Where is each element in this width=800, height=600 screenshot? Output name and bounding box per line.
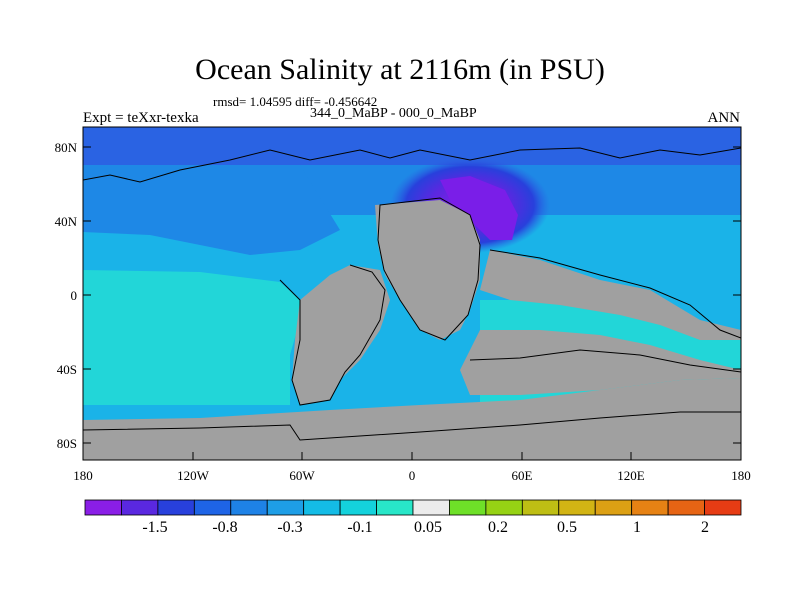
land-south-america [292, 265, 390, 405]
land-east [480, 250, 741, 340]
y-label-80s: 80S [57, 436, 77, 451]
x-axis-labels: 180 120W 60W 0 60E 120E 180 [73, 468, 751, 483]
colorbar-swatch [157, 499, 195, 516]
colorbar-label-2: -0.8 [212, 519, 237, 536]
colorbar-swatch [193, 499, 232, 516]
colorbar-swatch [485, 499, 523, 516]
colorbar-swatch [521, 499, 560, 516]
x-label-60e: 60E [512, 468, 533, 483]
y-label-80n: 80N [55, 140, 78, 155]
colorbar-label-4: -0.1 [347, 519, 372, 536]
colorbar-label-1: -1.5 [142, 519, 167, 536]
ocean-south-cyan [83, 270, 300, 405]
colorbar-label-8: 1 [633, 519, 641, 536]
experiment-label: Expt = teXxr-texka [83, 110, 199, 126]
colorbar-swatch [303, 499, 341, 516]
y-label-0: 0 [71, 288, 78, 303]
ocean-north-pacific-tongue [83, 165, 340, 255]
colorbar-label-5: 0.05 [414, 519, 442, 536]
colorbar [84, 499, 742, 516]
colorbar-labels: -1.5 -0.8 -0.3 -0.1 0.05 0.2 0.5 1 2 [142, 519, 709, 536]
colorbar-swatch [376, 499, 414, 516]
anomaly-core [440, 176, 518, 240]
x-axis-ticks [82, 452, 742, 460]
colorbar-swatch [667, 499, 705, 516]
colorbar-swatch [449, 499, 487, 516]
colorbar-label-7: 0.5 [557, 519, 577, 536]
colorbar-label-3: -0.3 [277, 519, 302, 536]
x-label-120e: 120E [617, 468, 645, 483]
coast-south-america [279, 264, 386, 406]
colorbar-swatch [84, 499, 122, 516]
y-axis-ticks [83, 146, 741, 444]
x-label-60w: 60W [289, 468, 315, 483]
experiment-difference-label: 344_0_MaBP - 000_0_MaBP [310, 106, 477, 121]
colorbar-swatch [704, 499, 742, 516]
colorbar-swatch [412, 499, 450, 516]
x-label-0: 0 [409, 468, 416, 483]
ocean-north-dark [83, 127, 741, 165]
y-label-40s: 40S [57, 362, 77, 377]
colorbar-label-9: 2 [701, 519, 709, 536]
colorbar-label-6: 0.2 [488, 519, 508, 536]
colorbar-swatch [558, 499, 596, 516]
coast-africa [377, 197, 481, 341]
land-southeast [460, 330, 741, 395]
land [83, 200, 741, 460]
colorbar-swatch [266, 499, 305, 516]
land-south [83, 378, 741, 460]
colorbar-swatch [631, 499, 669, 516]
plot-title: Ocean Salinity at 2116m (in PSU) [195, 53, 605, 86]
coast-antarctic [83, 411, 741, 441]
colorbar-swatch [230, 499, 268, 516]
colorbar-swatch [594, 499, 633, 516]
x-label-180e: 180 [731, 468, 751, 483]
colorbar-swatch [121, 499, 159, 516]
y-label-40n: 40N [55, 214, 78, 229]
land-africa [375, 200, 480, 340]
x-label-180w: 180 [73, 468, 93, 483]
colorbar-swatch [339, 499, 377, 516]
x-label-120w: 120W [177, 468, 210, 483]
coast-north [83, 147, 741, 183]
coastlines [83, 147, 741, 441]
coast-southeast [469, 349, 741, 373]
season-label: ANN [707, 110, 741, 126]
rmsd-diff-stats: rmsd= 1.04595 diff= -0.456642 [213, 94, 378, 109]
coast-east [489, 249, 741, 339]
y-axis-labels: 80N 40N 0 40S 80S [55, 140, 78, 451]
map-field [83, 127, 741, 460]
